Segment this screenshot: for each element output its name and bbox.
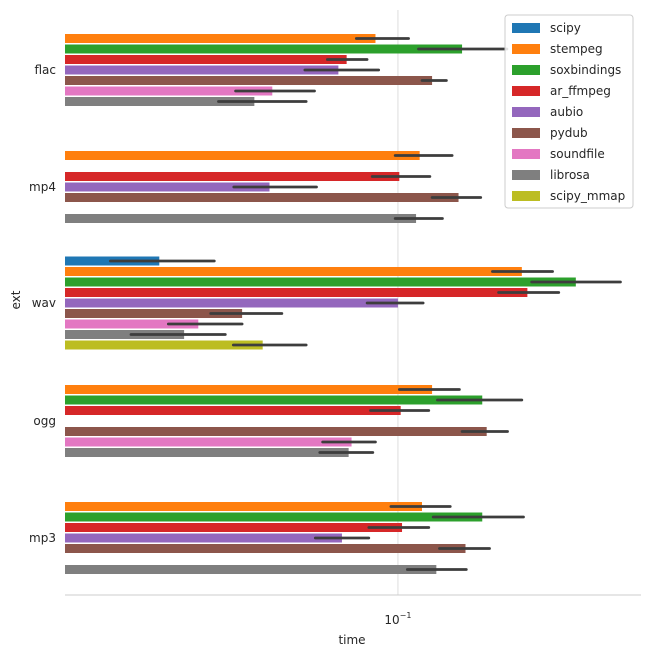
- bar-scipy_mmap-wav: [65, 340, 263, 350]
- bar-stempeg-flac: [65, 34, 376, 43]
- bar-stempeg-wav: [65, 267, 522, 276]
- legend-label-soundfile: soundfile: [550, 147, 605, 161]
- legend-label-soxbindings: soxbindings: [550, 63, 621, 77]
- y-tick-label-wav: wav: [32, 296, 56, 310]
- legend-label-aubio: aubio: [550, 105, 583, 119]
- legend-label-pydub: pydub: [550, 126, 588, 140]
- error-bars-layer: [109, 37, 622, 571]
- bar-stempeg-mp3: [65, 502, 422, 511]
- legend-label-ar_ffmpeg: ar_ffmpeg: [550, 84, 611, 98]
- legend-swatch-ar_ffmpeg: [512, 86, 540, 96]
- legend-swatch-scipy_mmap: [512, 191, 540, 201]
- bar-soundfile-wav: [65, 319, 199, 329]
- bar-stempeg-ogg: [65, 385, 433, 394]
- bar-pydub-mp4: [65, 193, 459, 202]
- bar-aubio-mp4: [65, 182, 270, 192]
- bar-ar_ffmpeg-flac: [65, 55, 347, 64]
- y-tick-label-ogg: ogg: [33, 414, 56, 428]
- bar-ar_ffmpeg-ogg: [65, 406, 401, 415]
- x-tick-label: 10−1: [384, 611, 411, 627]
- x-axis-label: time: [338, 633, 365, 647]
- bars-layer: [65, 34, 576, 574]
- bar-ar_ffmpeg-mp3: [65, 523, 403, 532]
- bar-librosa-mp4: [65, 214, 417, 223]
- bar-aubio-wav: [65, 298, 398, 308]
- bar-librosa-mp3: [65, 565, 437, 574]
- bar-librosa-wav: [65, 330, 185, 339]
- y-tick-labels: flac mp4 wav ogg mp3: [29, 63, 56, 545]
- bar-ar_ffmpeg-wav: [65, 288, 528, 297]
- bar-soxbindings-wav: [65, 277, 576, 287]
- bar-aubio-mp3: [65, 533, 342, 543]
- legend-swatch-stempeg: [512, 44, 540, 54]
- legend-swatch-aubio: [512, 107, 540, 117]
- legend-swatch-soxbindings: [512, 65, 540, 75]
- bar-soundfile-flac: [65, 86, 273, 96]
- legend-swatch-pydub: [512, 128, 540, 138]
- legend-label-scipy: scipy: [550, 21, 581, 35]
- legend-swatch-soundfile: [512, 149, 540, 159]
- legend-label-scipy_mmap: scipy_mmap: [550, 189, 625, 203]
- bar-librosa-flac: [65, 97, 255, 106]
- legend-swatch-librosa: [512, 170, 540, 180]
- legend-label-librosa: librosa: [550, 168, 590, 182]
- bar-pydub-wav: [65, 309, 243, 318]
- bar-pydub-mp3: [65, 544, 466, 553]
- y-tick-label-mp3: mp3: [29, 531, 56, 545]
- x-tick-labels: 10−1: [384, 611, 411, 627]
- y-axis-label: ext: [9, 290, 23, 309]
- bar-librosa-ogg: [65, 448, 349, 457]
- bar-pydub-ogg: [65, 427, 487, 436]
- legend-label-stempeg: stempeg: [550, 42, 603, 56]
- legend-frame: [504, 14, 634, 209]
- bar-aubio-flac: [65, 65, 339, 75]
- bar-soundfile-ogg: [65, 437, 352, 447]
- y-tick-label-flac: flac: [34, 63, 56, 77]
- bar-soxbindings-flac: [65, 44, 463, 54]
- bar-soxbindings-mp3: [65, 512, 483, 522]
- legend-swatch-scipy: [512, 23, 540, 33]
- bar-pydub-flac: [65, 76, 433, 85]
- bar-stempeg-mp4: [65, 151, 420, 160]
- bar-soxbindings-ogg: [65, 395, 483, 405]
- y-tick-label-mp4: mp4: [29, 180, 56, 194]
- bar-ar_ffmpeg-mp4: [65, 172, 400, 181]
